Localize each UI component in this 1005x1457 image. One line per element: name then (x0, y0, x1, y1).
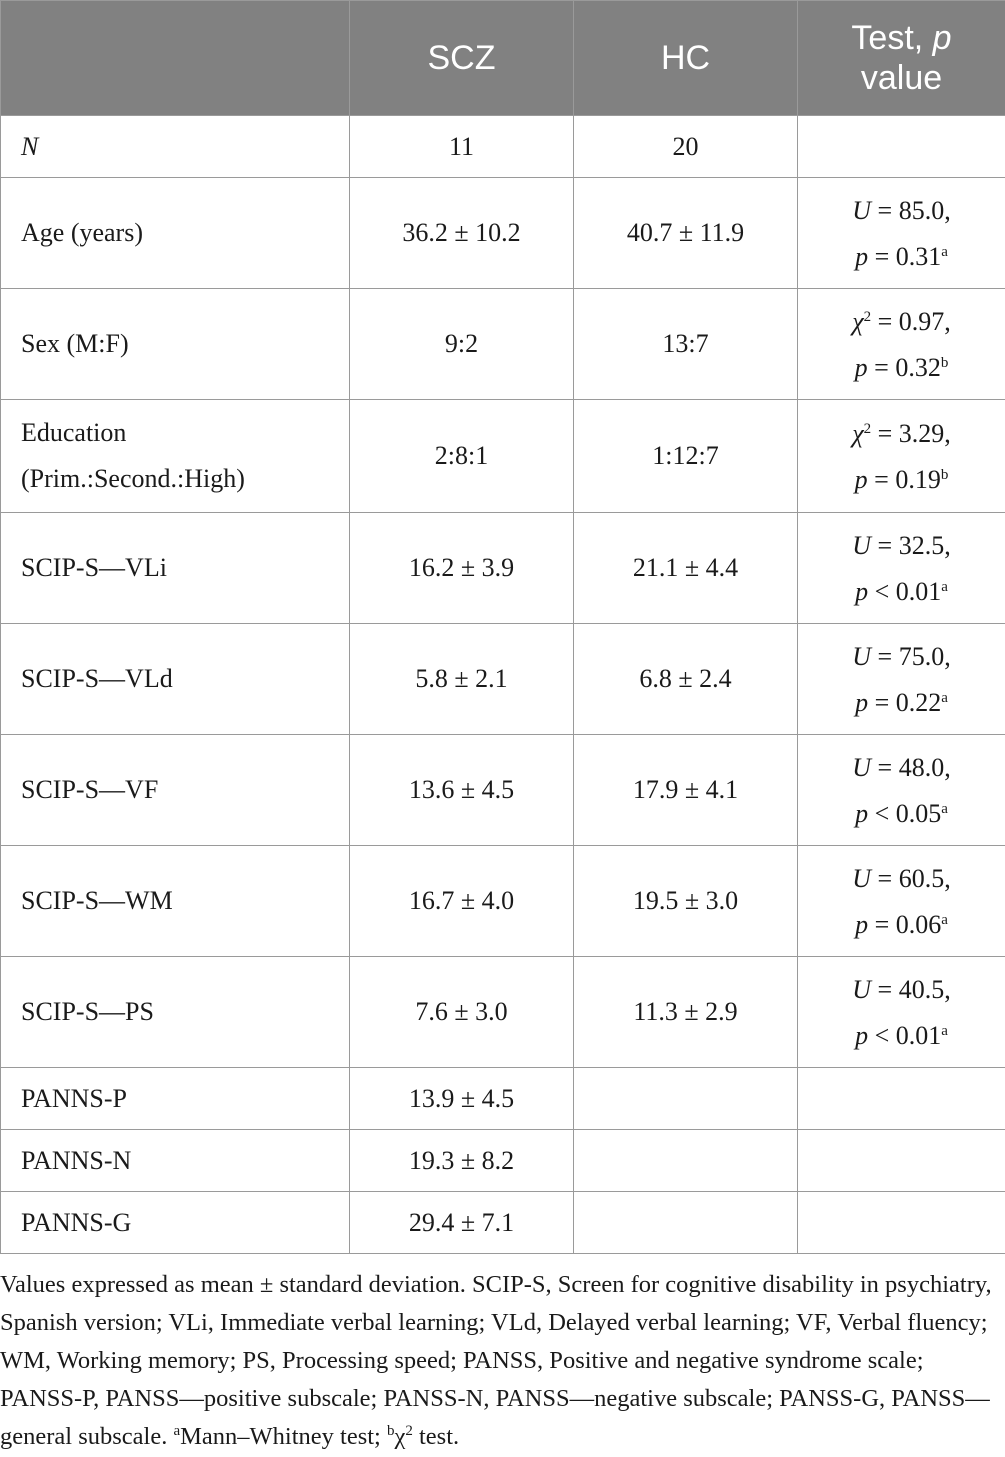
test-value: U = 60.5, p = 0.06a (797, 845, 1005, 957)
table-row: SCIP-S—PS 7.6 ± 3.0 11.3 ± 2.9 U = 40.5,… (0, 956, 1005, 1068)
row-label: SCIP-S—PS (0, 956, 350, 1068)
row-label: SCIP-S—VF (0, 734, 350, 846)
table-row: N 11 20 (0, 115, 1005, 178)
hc-value: 17.9 ± 4.1 (573, 734, 798, 846)
table-row: Education (Prim.:Second.:High) 2:8:1 1:12… (0, 399, 1005, 513)
table-header-row: SCZ HC Test, p value (0, 0, 1005, 116)
scz-value: 36.2 ± 10.2 (349, 177, 574, 289)
header-value-label: value (860, 59, 943, 97)
test-value: U = 75.0, p = 0.22a (797, 623, 1005, 735)
hc-value: 1:12:7 (573, 399, 798, 513)
row-label: N (0, 115, 350, 178)
table-row: SCIP-S—VF 13.6 ± 4.5 17.9 ± 4.1 U = 48.0… (0, 734, 1005, 846)
test-value (797, 1191, 1005, 1254)
demographics-table: SCZ HC Test, p value N 11 20 Age (years) … (0, 0, 1005, 1254)
scz-value: 13.9 ± 4.5 (349, 1067, 574, 1130)
test-value: U = 32.5, p < 0.01a (797, 512, 1005, 624)
hc-value (573, 1129, 798, 1192)
row-label: Age (years) (0, 177, 350, 289)
table-row: Sex (M:F) 9:2 13:7 χ2 = 0.97, p = 0.32b (0, 288, 1005, 400)
row-label: Sex (M:F) (0, 288, 350, 400)
header-scz: SCZ (349, 0, 574, 116)
row-label: PANNS-G (0, 1191, 350, 1254)
hc-value: 13:7 (573, 288, 798, 400)
scz-value: 29.4 ± 7.1 (349, 1191, 574, 1254)
test-value (797, 1067, 1005, 1130)
header-test-label: Test, (851, 19, 933, 57)
test-value: U = 40.5, p < 0.01a (797, 956, 1005, 1068)
scz-value: 19.3 ± 8.2 (349, 1129, 574, 1192)
row-label: PANNS-P (0, 1067, 350, 1130)
scz-value: 11 (349, 115, 574, 178)
table-row: SCIP-S—VLi 16.2 ± 3.9 21.1 ± 4.4 U = 32.… (0, 512, 1005, 624)
test-value (797, 115, 1005, 178)
test-value (797, 1129, 1005, 1192)
scz-value: 5.8 ± 2.1 (349, 623, 574, 735)
header-p-label: p (932, 19, 952, 57)
hc-value (573, 1067, 798, 1130)
hc-value: 6.8 ± 2.4 (573, 623, 798, 735)
scz-value: 9:2 (349, 288, 574, 400)
hc-value: 20 (573, 115, 798, 178)
test-value: U = 85.0, p = 0.31a (797, 177, 1005, 289)
hc-value: 40.7 ± 11.9 (573, 177, 798, 289)
table-row: Age (years) 36.2 ± 10.2 40.7 ± 11.9 U = … (0, 177, 1005, 289)
table-row: SCIP-S—WM 16.7 ± 4.0 19.5 ± 3.0 U = 60.5… (0, 845, 1005, 957)
scz-value: 13.6 ± 4.5 (349, 734, 574, 846)
hc-value: 19.5 ± 3.0 (573, 845, 798, 957)
header-hc: HC (573, 0, 798, 116)
scz-value: 2:8:1 (349, 399, 574, 513)
row-label: Education (Prim.:Second.:High) (0, 399, 350, 513)
row-label: SCIP-S—WM (0, 845, 350, 957)
hc-value: 11.3 ± 2.9 (573, 956, 798, 1068)
test-value: χ2 = 0.97, p = 0.32b (797, 288, 1005, 400)
row-label: SCIP-S—VLd (0, 623, 350, 735)
scz-value: 7.6 ± 3.0 (349, 956, 574, 1068)
test-value: U = 48.0, p < 0.05a (797, 734, 1005, 846)
table-row: PANNS-G 29.4 ± 7.1 (0, 1191, 1005, 1254)
row-label: SCIP-S—VLi (0, 512, 350, 624)
table-row: SCIP-S—VLd 5.8 ± 2.1 6.8 ± 2.4 U = 75.0,… (0, 623, 1005, 735)
table-row: PANNS-N 19.3 ± 8.2 (0, 1129, 1005, 1192)
scz-value: 16.2 ± 3.9 (349, 512, 574, 624)
hc-value (573, 1191, 798, 1254)
header-empty-cell (0, 0, 350, 116)
scz-value: 16.7 ± 4.0 (349, 845, 574, 957)
row-label: PANNS-N (0, 1129, 350, 1192)
hc-value: 21.1 ± 4.4 (573, 512, 798, 624)
test-value: χ2 = 3.29, p = 0.19b (797, 399, 1005, 513)
table-row: PANNS-P 13.9 ± 4.5 (0, 1067, 1005, 1130)
table-footnote: Values expressed as mean ± standard devi… (0, 1271, 992, 1450)
header-test-p-value: Test, p value (797, 0, 1005, 116)
